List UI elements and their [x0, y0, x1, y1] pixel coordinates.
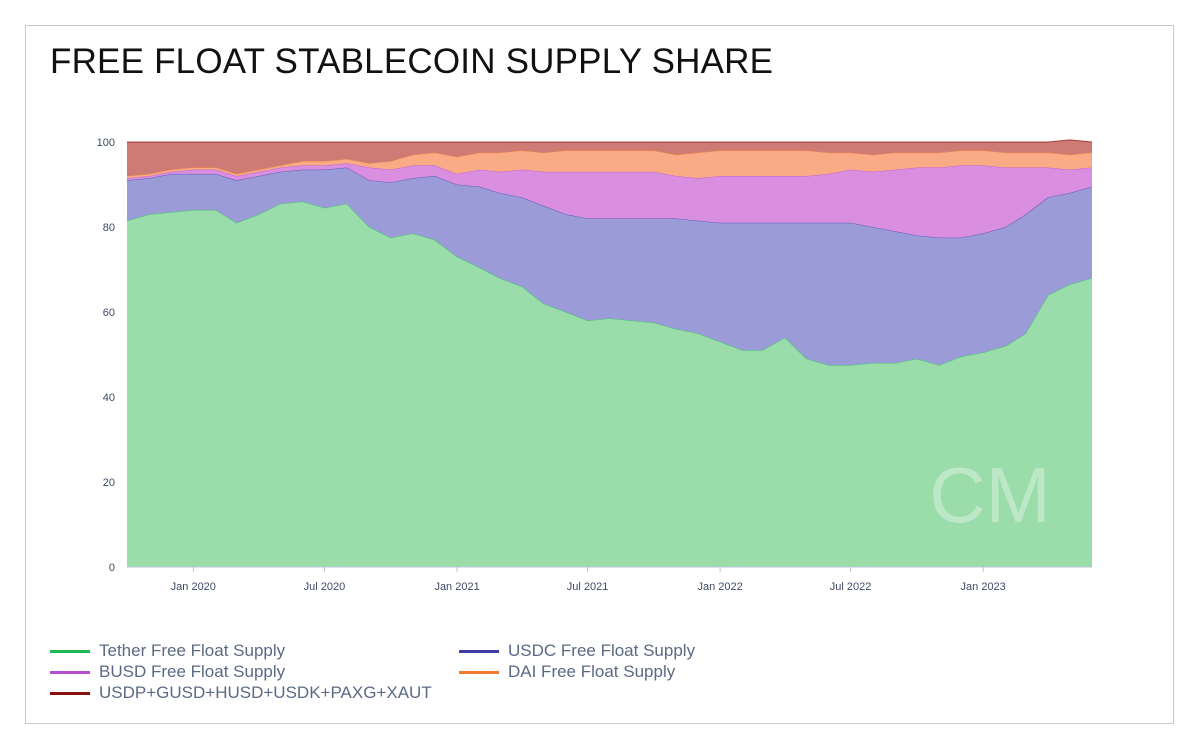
legend-item-tether: Tether Free Float Supply [50, 640, 285, 662]
series-line-4 [127, 139, 1093, 143]
axes: 0 20 40 60 80 100 Jan 2020 Jul 2020 Jan 2021 Jul … [97, 137, 1092, 593]
chart-title: FREE FLOAT STABLECOIN SUPPLY SHARE [50, 42, 774, 81]
legend-item-other: USDP+GUSD+HUSD+USDK+PAXG+XAUT [50, 682, 432, 704]
cm-watermark: CM [929, 451, 1050, 539]
y-tick-label: 40 [103, 392, 115, 404]
legend-label-other: USDP+GUSD+HUSD+USDK+PAXG+XAUT [99, 683, 432, 702]
legend-item-busd: BUSD Free Float Supply [50, 661, 285, 683]
watermark-text: CM [929, 451, 1050, 539]
y-tick-label: 80 [103, 222, 115, 234]
x-tick-label: Jan 2022 [697, 581, 742, 593]
x-tick-label: Jan 2023 [961, 581, 1006, 593]
area-series-0 [127, 201, 1092, 567]
area-series-1 [127, 167, 1092, 366]
area-series-4 [127, 139, 1092, 176]
legend-swatch-busd [50, 670, 90, 674]
legend-swatch-dai [459, 670, 499, 674]
chart-legend: Tether Free Float Supply USDC Free Float… [50, 640, 850, 710]
x-tick-label: Jan 2021 [434, 581, 479, 593]
x-tick-label: Jul 2022 [830, 581, 872, 593]
legend-item-dai: DAI Free Float Supply [459, 661, 675, 683]
area-series [126, 139, 1093, 567]
y-tick-label: 20 [103, 477, 115, 489]
x-tick-label: Jan 2020 [171, 581, 216, 593]
legend-swatch-other [50, 691, 90, 695]
area-series-2 [127, 163, 1092, 238]
y-tick-label: 100 [97, 137, 115, 149]
legend-swatch-tether [50, 649, 90, 653]
y-tick-label: 60 [103, 307, 115, 319]
legend-label-tether: Tether Free Float Supply [99, 641, 286, 660]
x-tick-label: Jul 2020 [304, 581, 346, 593]
y-tick-label: 0 [109, 562, 115, 574]
legend-label-usdc: USDC Free Float Supply [508, 641, 696, 660]
area-series-3 [127, 150, 1092, 179]
legend-label-dai: DAI Free Float Supply [508, 662, 676, 681]
x-tick-label: Jul 2021 [567, 581, 609, 593]
legend-label-busd: BUSD Free Float Supply [99, 662, 286, 681]
legend-item-usdc: USDC Free Float Supply [459, 640, 695, 662]
legend-swatch-usdc [459, 649, 499, 653]
